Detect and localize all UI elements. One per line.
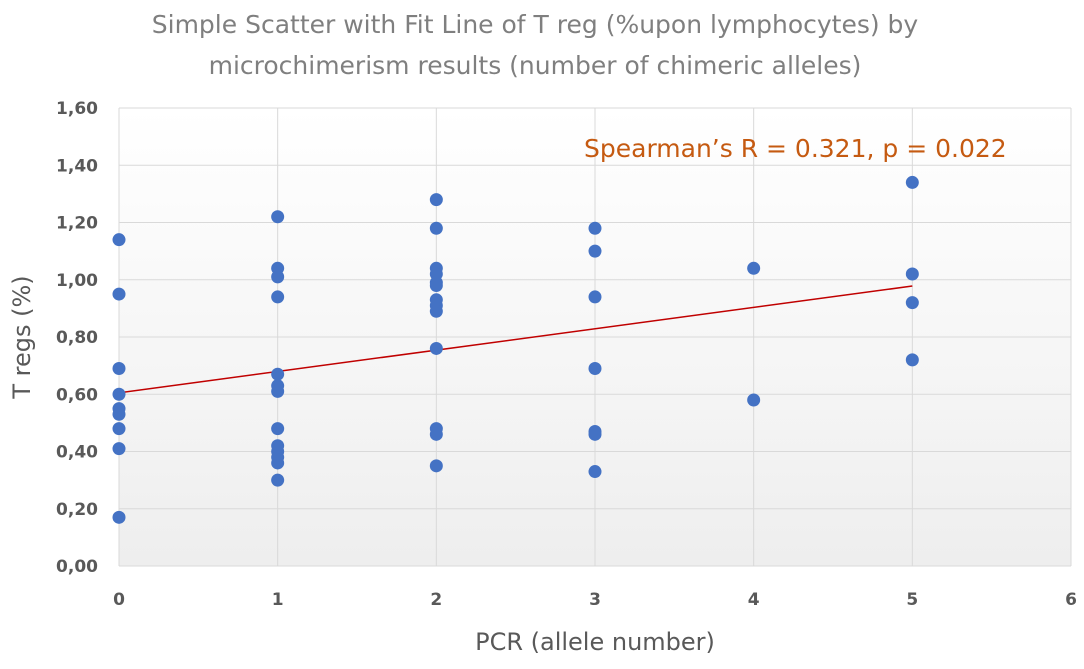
data-point <box>905 353 919 367</box>
data-point <box>271 422 285 436</box>
data-point <box>747 393 761 407</box>
data-point <box>429 459 443 473</box>
data-point <box>905 296 919 310</box>
data-point <box>588 221 602 235</box>
data-point <box>905 267 919 281</box>
data-point <box>112 287 126 301</box>
x-tick-label: 6 <box>1065 590 1077 610</box>
spearman-annotation: Spearman’s R = 0.321, p = 0.022 <box>584 134 1007 163</box>
x-gridlines <box>118 108 1072 566</box>
data-point <box>271 384 285 398</box>
x-tick-label: 1 <box>272 590 284 610</box>
data-point <box>588 244 602 258</box>
data-point <box>271 367 285 381</box>
y-tick-label: 0,40 <box>56 443 98 463</box>
data-point <box>588 465 602 479</box>
y-tick-label: 1,40 <box>56 156 98 176</box>
data-point <box>429 278 443 292</box>
x-tick-label: 2 <box>430 590 442 610</box>
data-point <box>429 193 443 207</box>
y-tick-label: 0,60 <box>56 385 98 405</box>
y-tick-label: 1,00 <box>56 271 98 291</box>
x-tick-labels: 0 1 2 3 4 5 6 <box>113 590 1077 610</box>
data-points <box>112 175 919 524</box>
data-point <box>112 422 126 436</box>
fit-line <box>118 285 913 394</box>
y-axis-label: T regs (%) <box>8 275 36 399</box>
x-tick-label: 0 <box>113 590 125 610</box>
data-point <box>112 407 126 421</box>
x-tick-label: 3 <box>589 590 601 610</box>
data-point <box>747 261 761 275</box>
data-point <box>588 427 602 441</box>
y-tick-labels: 0,00 0,20 0,40 0,60 0,80 1,00 1,20 1,40 1,60 <box>56 99 98 577</box>
data-point <box>429 427 443 441</box>
data-point <box>271 270 285 284</box>
data-point <box>588 290 602 304</box>
chart-title-line-1: Simple Scatter with Fit Line of T reg (%… <box>152 10 919 39</box>
x-axis-label: PCR (allele number) <box>475 628 715 656</box>
data-point <box>112 442 126 456</box>
data-point <box>271 456 285 470</box>
y-tick-label: 0,00 <box>56 557 98 577</box>
y-tick-label: 0,20 <box>56 500 98 520</box>
x-tick-label: 4 <box>748 590 760 610</box>
data-point <box>112 233 126 247</box>
x-tick-label: 5 <box>906 590 918 610</box>
data-point <box>112 510 126 524</box>
chart-title-line-2: microchimerism results (number of chimer… <box>209 51 862 80</box>
y-tick-label: 1,60 <box>56 99 98 119</box>
data-point <box>429 341 443 355</box>
data-point <box>271 473 285 487</box>
y-tick-label: 1,20 <box>56 214 98 234</box>
data-point <box>112 361 126 375</box>
data-point <box>429 221 443 235</box>
data-point <box>588 361 602 375</box>
data-point <box>429 304 443 318</box>
data-point <box>112 387 126 401</box>
data-point <box>271 290 285 304</box>
y-tick-label: 0,80 <box>56 328 98 348</box>
data-point <box>905 175 919 189</box>
data-point <box>271 210 285 224</box>
